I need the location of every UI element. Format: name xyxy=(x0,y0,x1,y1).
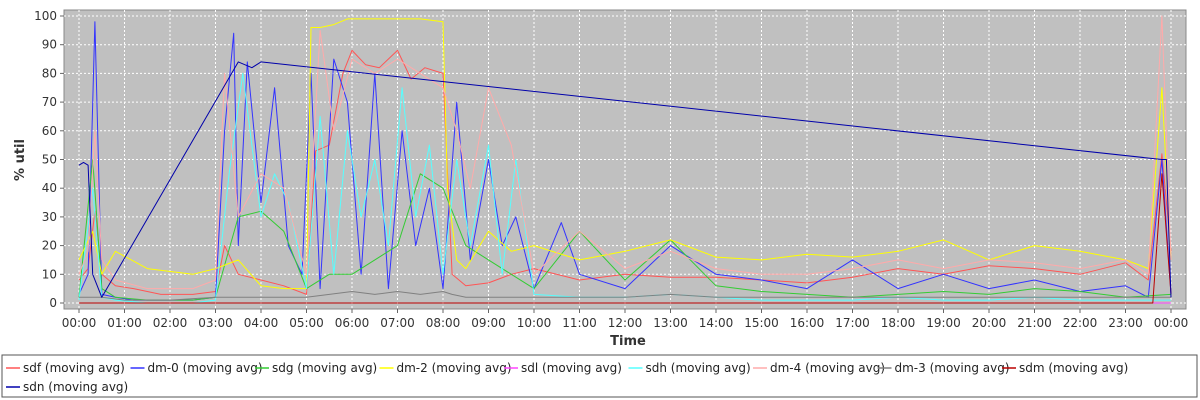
x-tick-label: 00:00 xyxy=(62,316,97,330)
x-tick-label: 23:00 xyxy=(1108,316,1143,330)
y-tick-label: 90 xyxy=(42,38,57,52)
x-axis: 00:00 01:00 02:00 03:00 04:00 05:00 06:00 07:00… xyxy=(62,309,1189,330)
y-tick-label: 50 xyxy=(42,153,57,167)
series-line-9 xyxy=(78,61,1172,298)
series-lines xyxy=(78,15,1172,304)
y-axis: 0 10 20 30 40 50 60 70 80 90 100 xyxy=(34,9,64,310)
x-tick-label: 22:00 xyxy=(1063,316,1098,330)
x-tick-label: 01:00 xyxy=(107,316,142,330)
series-line-6 xyxy=(78,15,1172,290)
x-tick-label: 04:00 xyxy=(244,316,279,330)
legend-label: sdn (moving avg) xyxy=(23,380,128,394)
x-tick-label: 02:00 xyxy=(153,316,188,330)
x-tick-label: 14:00 xyxy=(699,316,734,330)
legend-label: dm-2 (moving avg) xyxy=(397,361,512,375)
x-tick-label: 05:00 xyxy=(289,316,324,330)
x-tick-label: 12:00 xyxy=(608,316,643,330)
y-axis-title: % util xyxy=(13,139,28,181)
y-tick-label: 80 xyxy=(42,66,57,80)
legend-label: sdg (moving avg) xyxy=(272,361,377,375)
legend-label: dm-4 (moving avg) xyxy=(770,361,885,375)
x-tick-label: 08:00 xyxy=(426,316,461,330)
series-line-8 xyxy=(79,173,1172,304)
y-tick-label: 30 xyxy=(42,210,57,224)
x-tick-label: 10:00 xyxy=(517,316,552,330)
series-line-0 xyxy=(78,49,1172,295)
legend-label: sdl (moving avg) xyxy=(521,361,622,375)
x-tick-label: 19:00 xyxy=(926,316,961,330)
x-tick-label: 03:00 xyxy=(198,316,233,330)
series-line-7 xyxy=(79,291,1171,301)
x-axis-title: Time xyxy=(610,334,646,349)
legend-label: dm-0 (moving avg) xyxy=(148,361,263,375)
x-tick-label: 00:00 xyxy=(1154,316,1189,330)
x-tick-label: 15:00 xyxy=(744,316,779,330)
x-tick-label: 13:00 xyxy=(653,316,688,330)
x-tick-label: 17:00 xyxy=(835,316,870,330)
x-tick-label: 07:00 xyxy=(380,316,415,330)
y-tick-label: 100 xyxy=(34,9,57,23)
series-line-1 xyxy=(78,21,1172,301)
legend-label: sdh (moving avg) xyxy=(646,361,751,375)
x-tick-label: 18:00 xyxy=(881,316,916,330)
legend-box xyxy=(1,354,1198,398)
legend-label: sdf (moving avg) xyxy=(23,361,125,375)
y-tick-label: 60 xyxy=(42,124,57,138)
y-tick-label: 10 xyxy=(42,267,57,281)
x-tick-label: 21:00 xyxy=(1017,316,1052,330)
legend-label: sdm (moving avg) xyxy=(1019,361,1128,375)
y-tick-label: 20 xyxy=(42,239,57,253)
x-tick-label: 06:00 xyxy=(335,316,370,330)
series-line-5 xyxy=(78,72,1171,304)
x-tick-label: 11:00 xyxy=(562,316,597,330)
legend-label: dm-3 (moving avg) xyxy=(895,361,1010,375)
x-tick-label: 20:00 xyxy=(972,316,1007,330)
y-tick-label: 40 xyxy=(42,181,57,195)
legend: sdf (moving avg) dm-0 (moving avg) sdg (mo… xyxy=(6,361,1128,394)
y-tick-label: 0 xyxy=(49,296,57,310)
series-line-3 xyxy=(78,18,1172,290)
y-tick-label: 70 xyxy=(42,95,57,109)
x-tick-label: 16:00 xyxy=(790,316,825,330)
x-tick-label: 09:00 xyxy=(471,316,506,330)
